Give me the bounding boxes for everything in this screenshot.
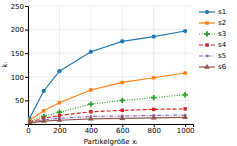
axis-line: [25, 7, 29, 125]
legend-marker: [205, 21, 208, 24]
series-marker: [183, 71, 186, 74]
tick-label: 100: [11, 74, 24, 82]
series-marker: [151, 95, 156, 100]
legend-label: s3: [218, 30, 226, 38]
tick: 600: [116, 124, 129, 135]
tick-label: 1000: [177, 127, 195, 135]
legend-marker: [205, 10, 209, 14]
tick-mark: [25, 100, 28, 101]
series-marker: [89, 88, 92, 91]
tick-mark: [25, 77, 28, 78]
series-line: [30, 109, 186, 122]
legend: s1 s2 s3 s4 s5 s6: [199, 8, 227, 71]
series-marker: [41, 118, 47, 123]
tick-label: 50: [15, 97, 24, 105]
series-marker: [120, 98, 125, 103]
legend-label: s1: [218, 8, 226, 16]
grid-line-y: [28, 100, 193, 101]
series-marker: [121, 109, 124, 112]
tick-mark: [25, 53, 28, 54]
grid-line-y: [28, 29, 193, 30]
grid-line-x: [122, 6, 123, 124]
tick-label: 150: [11, 50, 24, 58]
legend-label: s6: [218, 63, 227, 71]
tick: 800: [148, 124, 161, 135]
series-marker: [42, 89, 46, 93]
tick: 100: [11, 74, 28, 82]
series-marker: [57, 69, 61, 73]
tick-label: 250: [11, 3, 24, 11]
y-axis-title: kᵢ: [1, 62, 9, 67]
x-axis-title: Partikelgröße xᵢ: [84, 138, 138, 146]
legend-item: s6: [199, 63, 227, 71]
legend-marker: [205, 43, 208, 46]
y-axis: 50 100 150 200 250: [11, 3, 29, 125]
tick: 50: [15, 97, 28, 105]
series-marker: [152, 108, 155, 111]
series-marker: [120, 39, 124, 43]
legend-marker: [204, 31, 209, 36]
series-marker: [151, 115, 157, 120]
plot: 0 200 400 600 800 1000 50 100 150 200 250: [11, 3, 195, 136]
series-line: [30, 115, 186, 123]
series-marker: [58, 114, 61, 117]
tick-label: 600: [116, 127, 129, 135]
grid-line-x: [153, 6, 154, 124]
legend-item: s5: [199, 52, 226, 60]
legend-item: s1: [199, 8, 226, 16]
grid-line-y: [28, 53, 193, 54]
series-marker: [58, 101, 61, 104]
grid-line-x: [59, 6, 60, 124]
series-line: [30, 117, 186, 123]
legend-line: [199, 55, 215, 56]
series-marker: [119, 115, 125, 120]
grid-line-y: [28, 76, 193, 77]
series-marker: [88, 116, 94, 121]
marks: [28, 29, 188, 124]
series-marker: [152, 76, 155, 79]
x-axis: 0 200 400 600 800 1000: [26, 124, 194, 135]
legend-item: s3: [199, 30, 226, 38]
series-marker: [57, 117, 63, 122]
legend-item: s4: [199, 41, 227, 49]
series-marker: [152, 35, 156, 39]
series-marker: [121, 81, 124, 84]
tick: 200: [11, 26, 28, 34]
tick-label: 200: [11, 26, 24, 34]
series-marker: [88, 101, 93, 106]
legend-marker: [204, 64, 210, 69]
series-marker: [89, 110, 92, 113]
legend-label: s5: [218, 52, 226, 60]
tick: 0: [26, 124, 30, 135]
chart: 0 200 400 600 800 1000 50 100 150 200 250 Partikelg…: [0, 0, 237, 146]
tick: 200: [53, 124, 66, 135]
grid-line-y: [28, 6, 193, 7]
series-marker: [183, 107, 186, 110]
series-marker: [42, 109, 45, 112]
tick-label: 800: [148, 127, 161, 135]
tick: 1000: [177, 124, 195, 135]
tick: 400: [85, 124, 98, 135]
series-marker: [89, 50, 93, 54]
legend-label: s4: [218, 41, 227, 49]
grid-line-x: [185, 6, 186, 124]
tick-label: 200: [53, 127, 66, 135]
tick-label: 400: [85, 127, 98, 135]
series-line: [30, 31, 186, 118]
tick: 250: [11, 3, 28, 11]
series-marker: [182, 92, 187, 97]
legend-label: s2: [218, 19, 226, 27]
series-marker: [182, 114, 188, 119]
legend-item: s2: [199, 19, 226, 27]
tick-label: 0: [26, 127, 30, 135]
tick: 150: [11, 50, 28, 58]
legend-marker: [206, 55, 209, 58]
series-marker: [183, 29, 187, 33]
tick-mark: [25, 30, 28, 31]
series-marker: [28, 120, 32, 124]
grid: [28, 6, 193, 124]
tick-mark: [25, 6, 28, 7]
